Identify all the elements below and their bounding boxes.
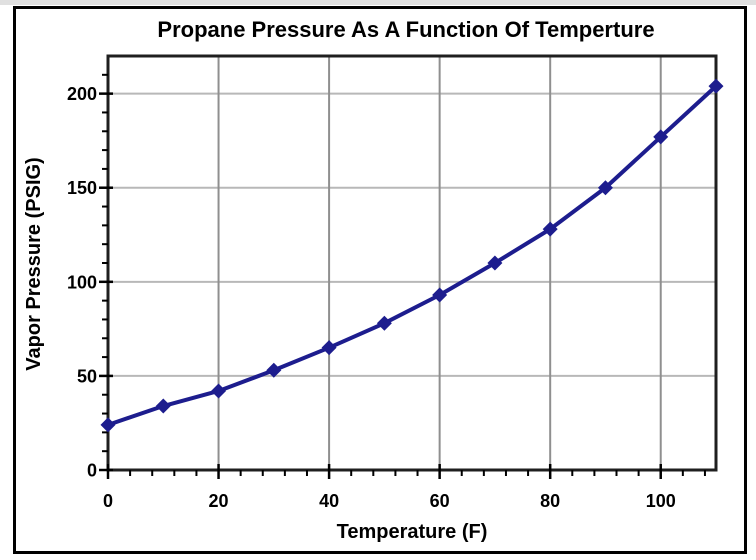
v-gridlines (217, 56, 662, 470)
data-point-marker (597, 180, 613, 196)
data-point-marker (211, 383, 227, 399)
data-point-marker (100, 417, 116, 433)
x-axis-title: Temperature (F) (337, 521, 488, 543)
x-tick-label: 0 (103, 491, 113, 511)
y-tick-label: 50 (77, 366, 97, 386)
data-point-marker (653, 129, 669, 145)
y-axis-title: Vapor Pressure (PSIG) (23, 157, 45, 370)
x-axis-ticks (106, 464, 706, 479)
data-point-marker (376, 315, 392, 331)
data-line (106, 84, 718, 427)
x-tick-label: 100 (646, 491, 676, 511)
y-tick-label: 150 (67, 178, 97, 198)
chart-outer-border (13, 6, 747, 554)
chart-title: Propane Pressure As A Function Of Temper… (157, 17, 654, 42)
data-point-marker (321, 340, 337, 356)
y-tick-label: 200 (67, 84, 97, 104)
x-tick-label: 20 (209, 491, 229, 511)
data-point-marker (487, 255, 503, 271)
data-point-marker (542, 221, 558, 237)
data-markers (100, 78, 724, 433)
x-axis-tick-labels: 0 20 40 60 80 100 (103, 491, 676, 511)
x-tick-label: 80 (540, 491, 560, 511)
data-point-marker (432, 287, 448, 303)
y-axis-tick-labels: 0 50 100 150 200 (67, 84, 97, 480)
x-tick-label: 60 (430, 491, 450, 511)
h-gridlines (108, 92, 716, 377)
y-axis-ticks (99, 73, 113, 472)
data-point-marker (708, 78, 724, 94)
y-tick-label: 100 (67, 272, 97, 292)
x-tick-label: 40 (319, 491, 339, 511)
y-tick-label: 0 (87, 461, 97, 481)
top-strip (0, 0, 756, 5)
data-point-marker (155, 398, 171, 414)
data-point-marker (266, 362, 282, 378)
